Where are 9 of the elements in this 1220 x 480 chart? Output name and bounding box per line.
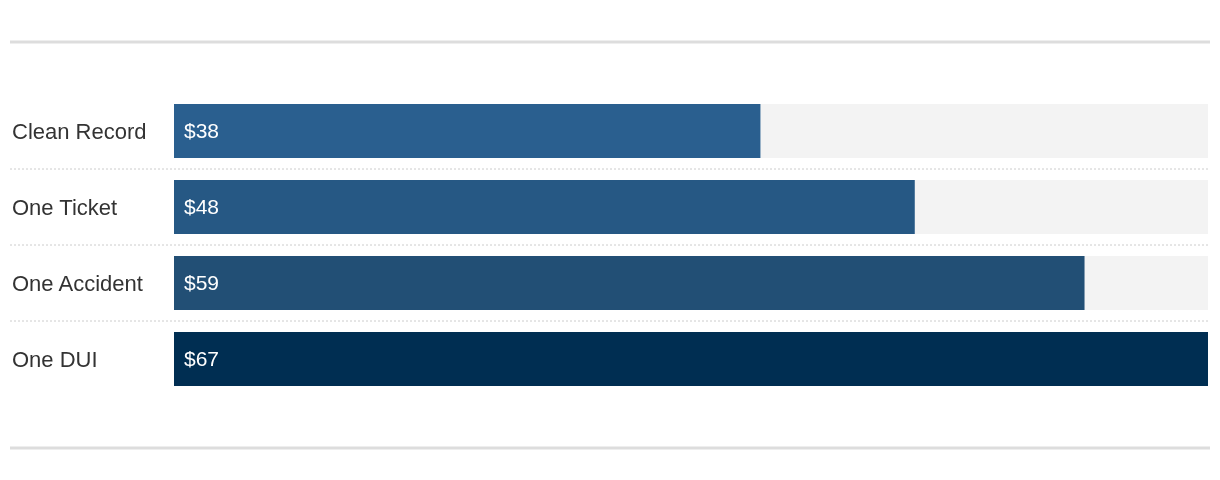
- data-label: $67: [184, 347, 220, 371]
- data-label: $48: [184, 195, 220, 219]
- y-tick-label: One Ticket: [12, 194, 118, 220]
- data-label: $59: [184, 271, 220, 295]
- data-label: $38: [184, 119, 220, 143]
- y-tick-label: Clean Record: [12, 118, 147, 144]
- bar: [174, 332, 1208, 386]
- y-tick-label: One DUI: [12, 346, 98, 372]
- y-tick-label: One Accident: [12, 270, 143, 296]
